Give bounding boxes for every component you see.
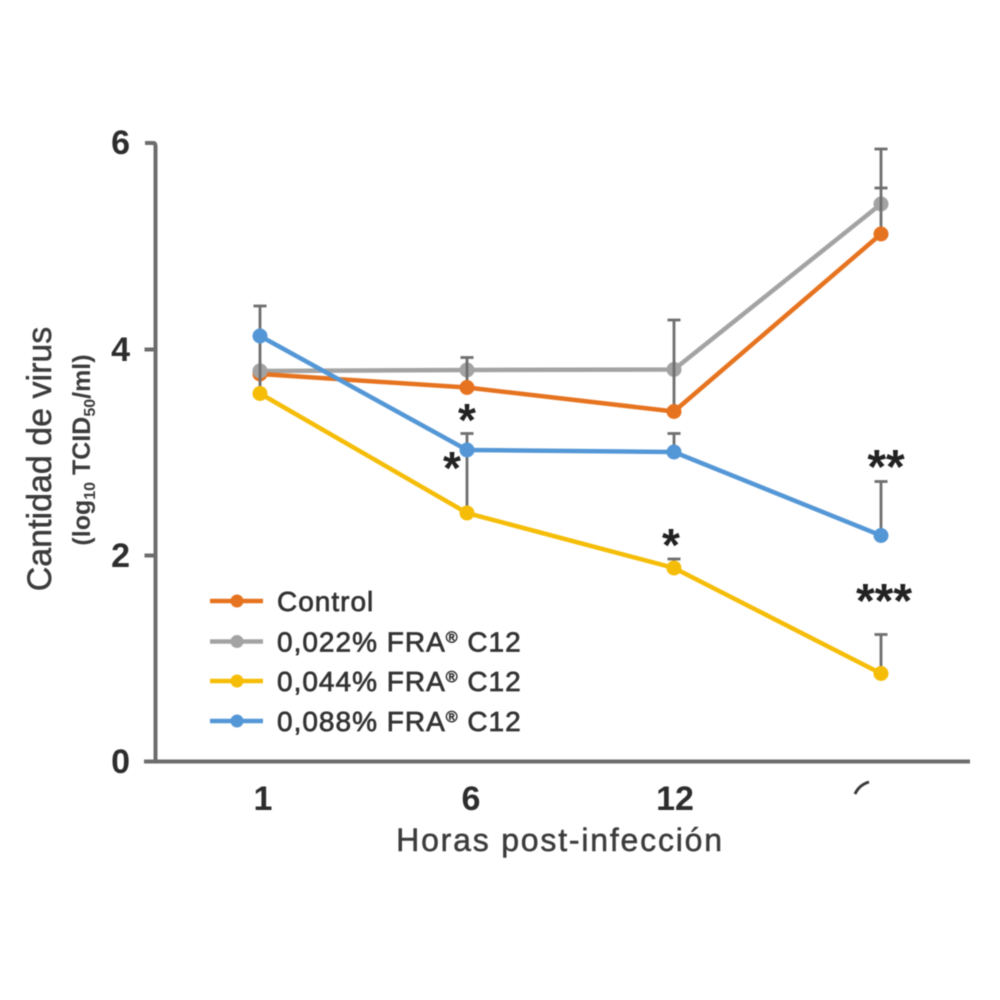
svg-text:Horas post-infección: Horas post-infección (396, 822, 724, 858)
svg-text:6: 6 (462, 780, 481, 818)
svg-text:*: * (458, 394, 476, 446)
svg-text:6: 6 (111, 124, 130, 162)
svg-text:0,022% FRA® C12: 0,022% FRA® C12 (277, 627, 522, 658)
svg-text:Control: Control (277, 586, 374, 617)
svg-text:12: 12 (656, 780, 694, 818)
svg-text:0: 0 (111, 743, 130, 781)
svg-text:***: *** (856, 575, 912, 628)
svg-text:0,044% FRA® C12: 0,044% FRA® C12 (277, 666, 522, 697)
svg-text:*: * (662, 519, 680, 571)
svg-text:**: ** (867, 441, 905, 494)
svg-text:Cantidad de virus: Cantidad de virus (21, 327, 59, 592)
svg-text:2: 2 (111, 537, 130, 575)
svg-text:4: 4 (111, 331, 130, 369)
svg-text:0,088% FRA® C12: 0,088% FRA® C12 (277, 706, 522, 737)
svg-text:1: 1 (254, 780, 273, 818)
svg-text:*: * (443, 442, 461, 494)
svg-text:(log10 TCID50/ml): (log10 TCID50/ml) (68, 354, 99, 545)
